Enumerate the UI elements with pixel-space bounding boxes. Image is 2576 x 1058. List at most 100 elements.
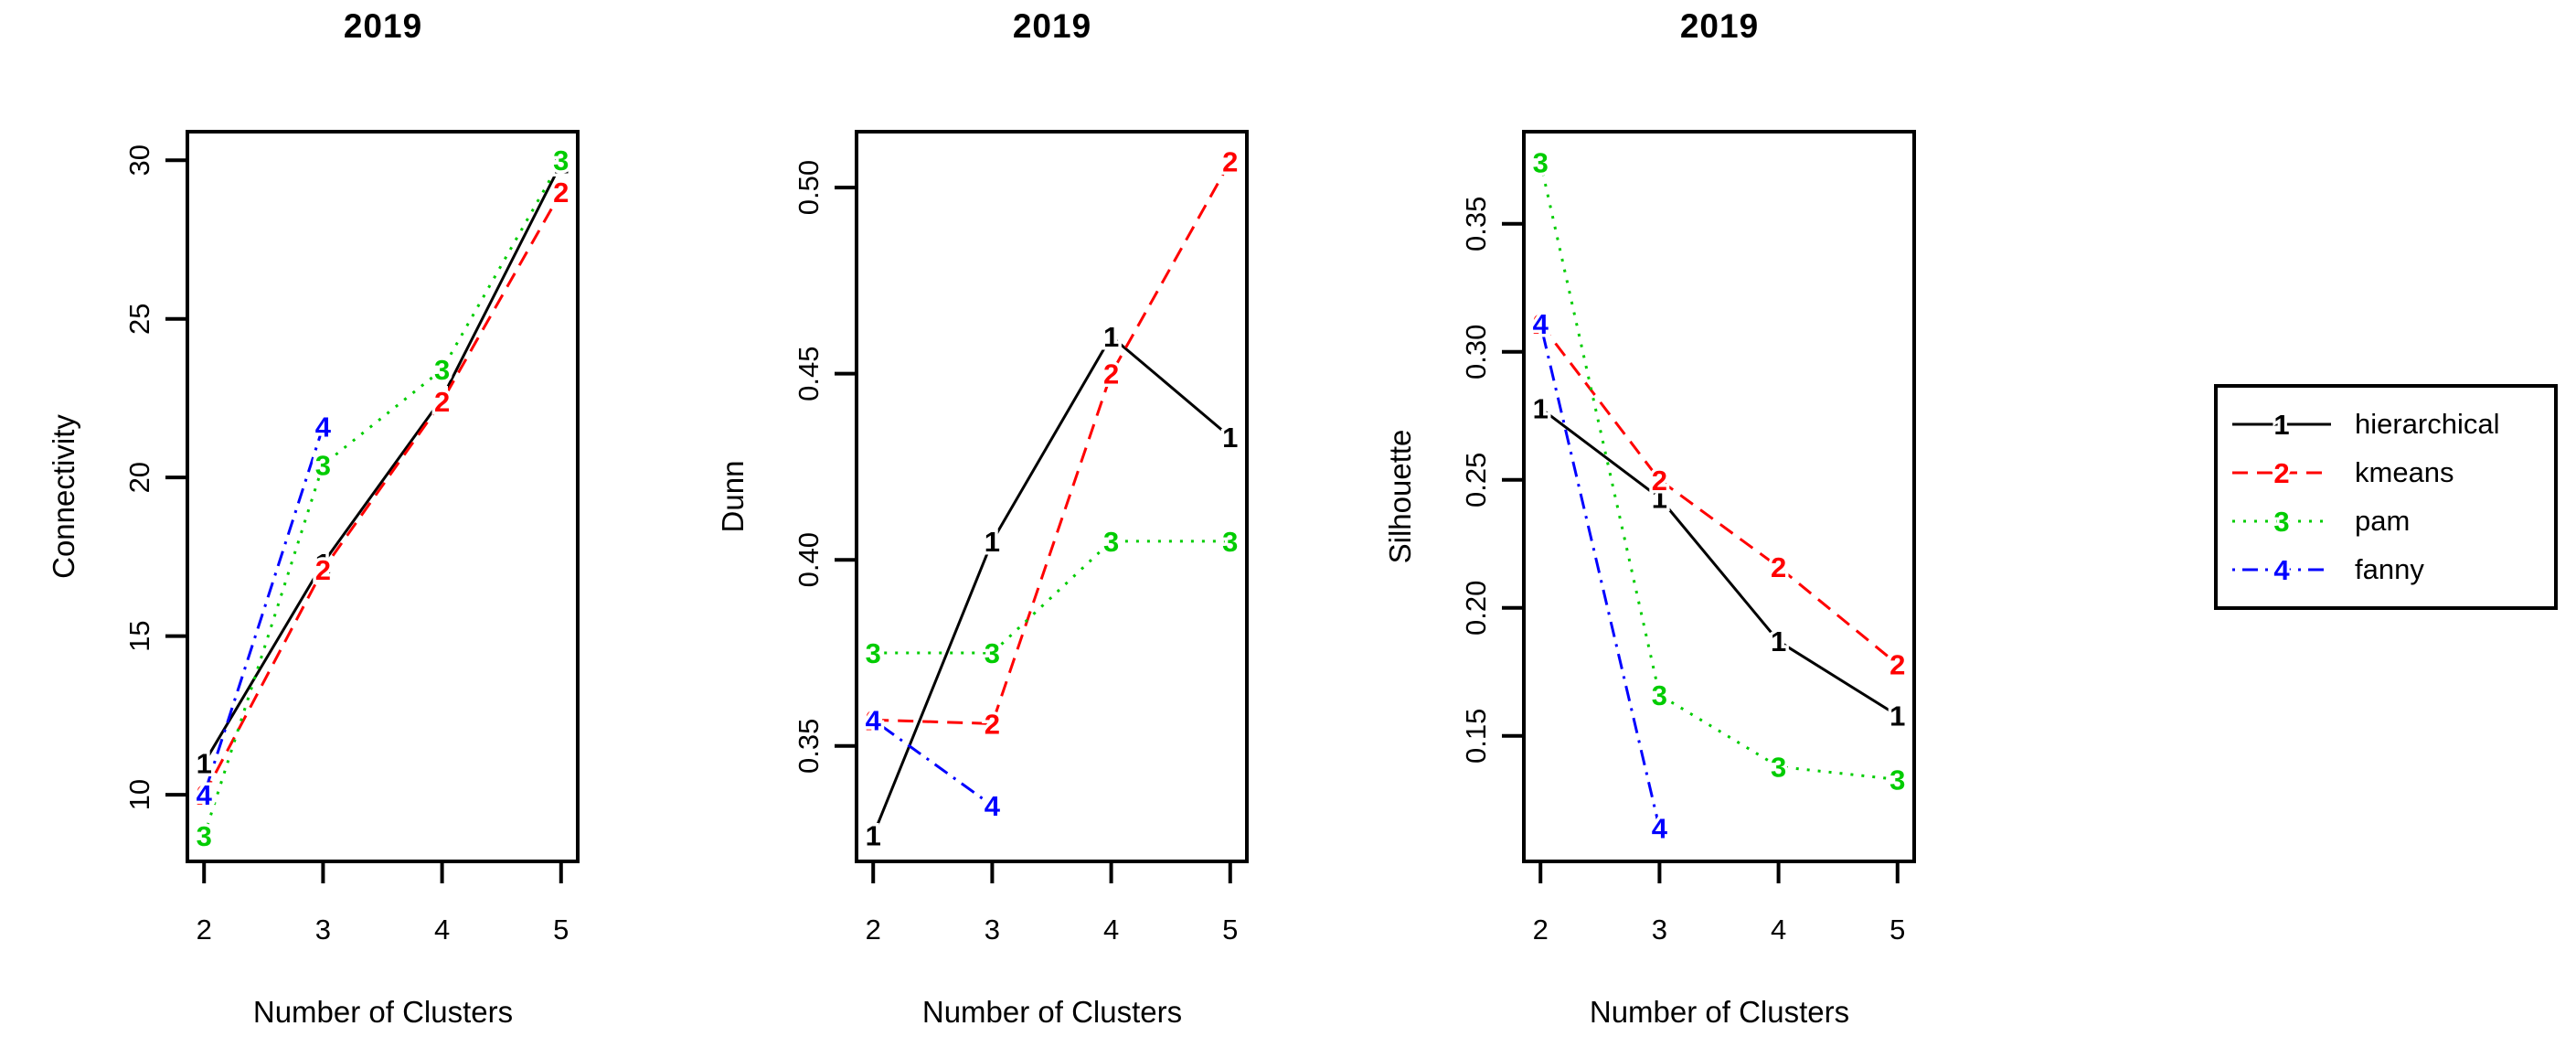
point-label-pam: 3 bbox=[1889, 764, 1905, 796]
legend-label-hierarchical: hierarchical bbox=[2355, 408, 2500, 440]
point-label-pam: 3 bbox=[1533, 147, 1549, 179]
legend-symbol: 1 bbox=[2273, 409, 2289, 441]
point-label-kmeans: 2 bbox=[1889, 648, 1905, 680]
series-line-kmeans bbox=[1539, 323, 1899, 666]
point-label-hierarchical: 1 bbox=[1771, 625, 1786, 657]
point-label-kmeans: 2 bbox=[434, 386, 450, 418]
point-label-pam: 3 bbox=[197, 820, 212, 852]
point-label-pam: 3 bbox=[1103, 526, 1119, 558]
series-line-pam bbox=[1538, 162, 1898, 781]
x-tick-label: 2 bbox=[866, 914, 881, 946]
series-line-hierarchical bbox=[202, 163, 563, 764]
y-tick-label: 0.15 bbox=[1460, 709, 1492, 764]
x-tick-label: 2 bbox=[197, 914, 212, 946]
plot-box bbox=[186, 130, 580, 863]
legend-label-pam: pam bbox=[2355, 505, 2411, 537]
panel3-x-axis-title: Number of Clusters bbox=[1589, 995, 1850, 1029]
point-label-hierarchical: 1 bbox=[1652, 482, 1667, 514]
plot-box bbox=[855, 130, 1249, 863]
point-label-hierarchical: 1 bbox=[553, 148, 569, 180]
point-label-kmeans: 2 bbox=[553, 176, 569, 208]
series-line-fanny bbox=[1538, 323, 1661, 828]
legend-label-fanny: fanny bbox=[2355, 553, 2424, 585]
point-label-pam: 3 bbox=[985, 637, 1000, 669]
point-label-fanny: 4 bbox=[1652, 813, 1668, 845]
x-tick-label: 3 bbox=[315, 914, 331, 946]
point-label-fanny: 4 bbox=[1533, 308, 1549, 340]
plot-box bbox=[1522, 130, 1916, 863]
legend-symbol: 4 bbox=[2273, 554, 2290, 586]
point-label-fanny: 4 bbox=[197, 779, 213, 811]
point-label-pam: 3 bbox=[553, 144, 569, 176]
legend-item-fanny: 4 fanny bbox=[2232, 550, 2554, 590]
x-tick-label: 4 bbox=[1103, 914, 1119, 946]
y-tick-label: 30 bbox=[123, 144, 155, 176]
y-tick-label: 15 bbox=[123, 620, 155, 651]
y-tick-label: 10 bbox=[123, 779, 155, 810]
x-tick-label: 5 bbox=[1889, 914, 1905, 946]
panel-dunn: 0.35 0.40 0.45 0.50 2 3 4 5 1 1 1 1 2 2 2 2 3 3 3 3 4 4 bbox=[793, 130, 1249, 946]
legend-box: 1 hierarchical 2 kmeans 3 pam 4 fanny bbox=[2214, 384, 2558, 610]
legend-item-hierarchical: 1 hierarchical bbox=[2232, 404, 2554, 444]
y-tick-label: 20 bbox=[123, 462, 155, 493]
series-line-fanny bbox=[202, 426, 325, 796]
panel2-y-axis-title: Dunn bbox=[716, 460, 750, 533]
y-tick-label: 0.20 bbox=[1460, 581, 1492, 636]
point-label-pam: 3 bbox=[1652, 679, 1667, 711]
panel1-title: 2019 bbox=[343, 7, 423, 45]
point-label-hierarchical: 1 bbox=[434, 382, 450, 414]
point-label-hierarchical: 1 bbox=[1222, 422, 1238, 454]
panel2-x-axis-title: Number of Clusters bbox=[921, 995, 1183, 1029]
point-label-kmeans: 2 bbox=[197, 779, 212, 811]
y-tick-label: 0.25 bbox=[1460, 453, 1492, 508]
legend-line-sample-fanny: 4 bbox=[2232, 551, 2331, 588]
point-label-kmeans: 2 bbox=[985, 708, 1000, 740]
series-line-hierarchical bbox=[1539, 407, 1899, 717]
legend-symbol: 2 bbox=[2273, 457, 2289, 489]
point-label-hierarchical: 1 bbox=[866, 820, 881, 852]
point-label-pam: 3 bbox=[866, 637, 881, 669]
series-line-fanny bbox=[872, 719, 994, 807]
point-label-kmeans: 2 bbox=[1103, 358, 1119, 390]
series-line-kmeans bbox=[873, 160, 1232, 725]
point-label-hierarchical: 1 bbox=[985, 526, 1000, 558]
series-line-kmeans bbox=[202, 191, 563, 796]
x-tick-label: 5 bbox=[553, 914, 569, 946]
point-label-kmeans: 2 bbox=[315, 554, 331, 586]
point-label-fanny: 4 bbox=[985, 790, 1001, 822]
y-tick-label: 0.30 bbox=[1460, 325, 1492, 379]
x-tick-label: 3 bbox=[1652, 914, 1667, 946]
point-label-fanny: 4 bbox=[315, 411, 332, 444]
legend-line-sample-hierarchical: 1 bbox=[2232, 406, 2331, 443]
point-label-kmeans: 2 bbox=[1652, 465, 1667, 497]
point-label-hierarchical: 1 bbox=[1103, 321, 1119, 353]
point-label-hierarchical: 1 bbox=[1889, 700, 1905, 732]
legend-line-sample-pam: 3 bbox=[2232, 503, 2331, 540]
y-tick-label: 0.50 bbox=[793, 160, 825, 215]
point-label-fanny: 4 bbox=[866, 704, 882, 736]
panel2-title: 2019 bbox=[1012, 7, 1092, 45]
x-tick-label: 2 bbox=[1533, 914, 1549, 946]
series-line-pam bbox=[873, 540, 1230, 655]
point-label-hierarchical: 1 bbox=[315, 548, 331, 580]
point-label-pam: 3 bbox=[1222, 526, 1238, 558]
panel1-y-axis-title: Connectivity bbox=[47, 414, 80, 579]
y-tick-label: 25 bbox=[123, 303, 155, 334]
point-label-kmeans: 2 bbox=[1533, 308, 1549, 340]
legend-item-kmeans: 2 kmeans bbox=[2232, 453, 2554, 493]
point-label-pam: 3 bbox=[434, 354, 450, 386]
legend-item-pam: 3 pam bbox=[2232, 501, 2554, 541]
point-label-kmeans: 2 bbox=[1222, 146, 1238, 178]
legend-symbol: 3 bbox=[2273, 506, 2289, 538]
point-label-kmeans: 2 bbox=[1771, 551, 1786, 583]
x-tick-label: 4 bbox=[1771, 914, 1786, 946]
point-label-pam: 3 bbox=[1771, 751, 1786, 783]
series-line-pam bbox=[202, 159, 563, 837]
y-tick-label: 0.45 bbox=[793, 346, 825, 401]
x-tick-label: 3 bbox=[985, 914, 1000, 946]
y-tick-label: 0.40 bbox=[793, 532, 825, 587]
